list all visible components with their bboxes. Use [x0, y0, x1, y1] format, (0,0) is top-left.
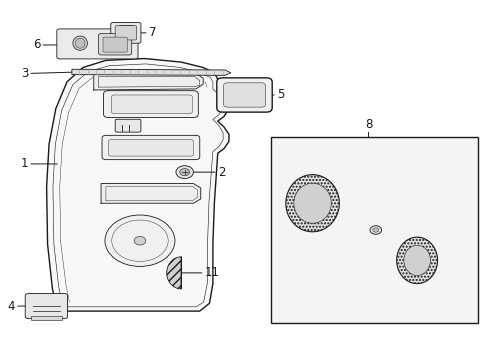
Circle shape	[134, 237, 145, 245]
FancyBboxPatch shape	[115, 26, 136, 40]
FancyBboxPatch shape	[223, 83, 265, 107]
Polygon shape	[101, 184, 201, 203]
FancyBboxPatch shape	[103, 91, 198, 117]
FancyBboxPatch shape	[99, 33, 131, 55]
Polygon shape	[94, 73, 203, 90]
FancyBboxPatch shape	[111, 22, 141, 43]
FancyBboxPatch shape	[108, 140, 193, 156]
Polygon shape	[46, 59, 228, 311]
FancyBboxPatch shape	[103, 37, 127, 52]
Circle shape	[372, 228, 378, 232]
FancyBboxPatch shape	[111, 95, 192, 113]
Text: 5: 5	[266, 89, 284, 102]
Text: 4: 4	[7, 300, 29, 312]
Ellipse shape	[75, 38, 85, 48]
Text: 11: 11	[182, 266, 219, 279]
FancyBboxPatch shape	[115, 119, 141, 132]
Bar	[271, 137, 477, 323]
Bar	[30, 316, 62, 320]
Circle shape	[176, 166, 193, 179]
Text: 2: 2	[194, 166, 225, 179]
Polygon shape	[285, 175, 339, 232]
Circle shape	[180, 168, 189, 176]
Ellipse shape	[73, 36, 87, 50]
Text: 8: 8	[364, 118, 371, 131]
Polygon shape	[293, 183, 330, 223]
Polygon shape	[166, 257, 181, 289]
FancyBboxPatch shape	[57, 29, 138, 59]
Polygon shape	[396, 237, 437, 284]
FancyBboxPatch shape	[25, 294, 67, 319]
Polygon shape	[72, 69, 230, 75]
FancyBboxPatch shape	[216, 78, 272, 112]
FancyBboxPatch shape	[102, 135, 200, 159]
Polygon shape	[403, 245, 429, 275]
Text: 10: 10	[381, 230, 401, 244]
Text: 7: 7	[139, 26, 156, 39]
Text: 3: 3	[20, 67, 74, 80]
Text: 9: 9	[437, 269, 450, 282]
Circle shape	[105, 215, 175, 266]
Text: 1: 1	[20, 157, 57, 170]
Text: 6: 6	[33, 39, 61, 51]
Circle shape	[369, 226, 381, 234]
